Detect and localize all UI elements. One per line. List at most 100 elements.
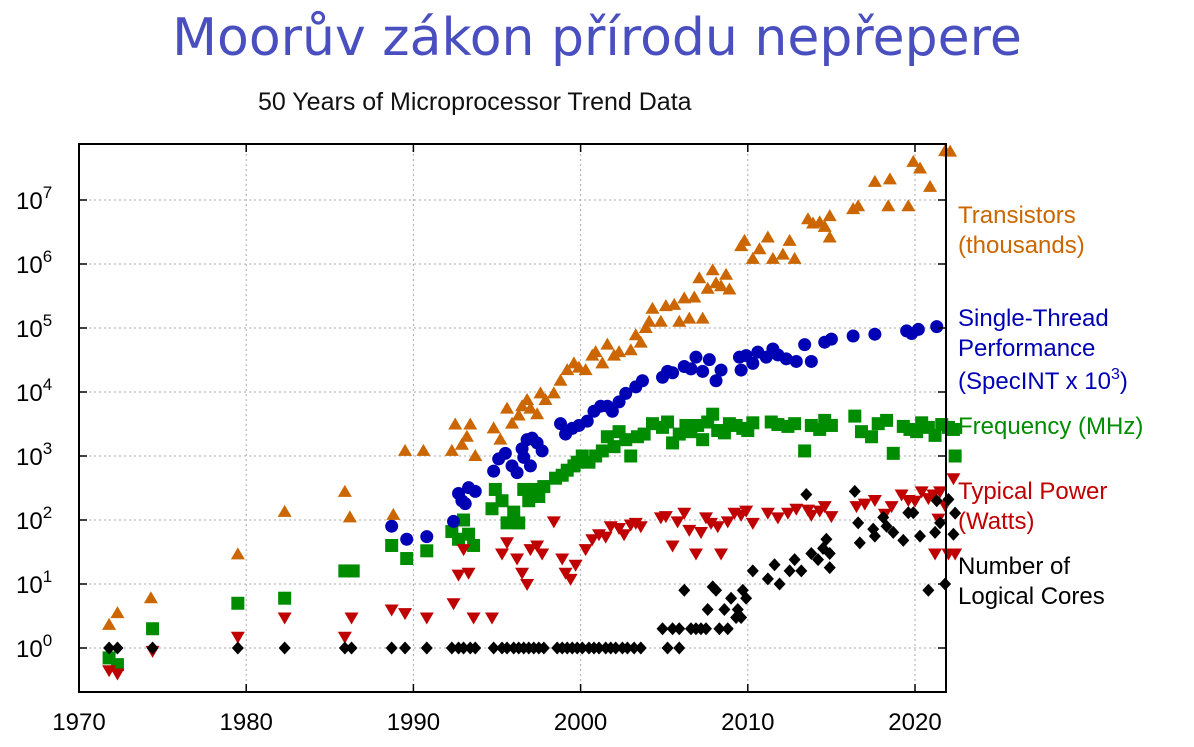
data-point [887, 525, 900, 539]
data-point [745, 251, 760, 264]
data-point [533, 386, 548, 399]
data-point [638, 321, 653, 333]
series-square [102, 407, 962, 672]
data-point [933, 486, 948, 499]
data-point [585, 534, 600, 547]
data-point [398, 443, 413, 456]
data-point [628, 641, 641, 655]
data-point [721, 622, 734, 636]
data-point [607, 440, 621, 454]
data-point [849, 501, 864, 514]
data-point [523, 459, 537, 473]
data-point [718, 602, 731, 616]
data-point [419, 612, 434, 625]
data-point [700, 281, 715, 294]
data-point [446, 598, 461, 611]
data-point [789, 354, 803, 368]
data-point [385, 641, 398, 655]
data-point [880, 413, 894, 427]
data-point [695, 311, 710, 324]
data-point [788, 417, 802, 431]
data-point [882, 172, 897, 185]
x-tick-label: 1990 [387, 709, 440, 736]
data-point [880, 519, 893, 533]
data-point [705, 263, 720, 276]
data-point [451, 569, 466, 582]
data-point [820, 532, 833, 546]
data-point [532, 489, 546, 503]
data-point [517, 482, 531, 496]
data-point [746, 416, 760, 430]
data-point [682, 311, 697, 324]
data-point [645, 301, 660, 314]
data-point [734, 363, 748, 377]
data-point [621, 641, 634, 655]
data-point [398, 608, 413, 621]
series-circle [385, 320, 944, 546]
data-point [576, 641, 589, 655]
data-point [495, 494, 509, 508]
legend-label: (thousands) [958, 232, 1085, 259]
data-point [554, 417, 568, 431]
data-point [143, 591, 158, 604]
data-point [817, 219, 832, 232]
data-point [884, 501, 899, 514]
legend-label: Transistors [958, 202, 1076, 229]
data-point [563, 573, 578, 586]
data-point [617, 529, 632, 542]
data-point [805, 546, 818, 560]
data-point [656, 622, 669, 636]
data-point [779, 352, 793, 366]
data-point [946, 473, 961, 486]
legend: Transistors (thousands) Single-Thread Perfo… [958, 202, 1143, 610]
data-point [609, 641, 622, 655]
data-point [765, 251, 780, 264]
data-point [487, 641, 500, 655]
data-point [693, 526, 708, 539]
data-point [701, 602, 714, 616]
data-point [520, 579, 535, 591]
data-point [400, 532, 414, 546]
data-point [901, 199, 916, 212]
data-point [346, 564, 360, 578]
data-point [558, 567, 573, 580]
data-point [484, 612, 499, 625]
data-point [823, 546, 836, 560]
data-point [948, 548, 963, 561]
legend-label: Performance [958, 335, 1095, 362]
legend-label: Single-Thread [958, 305, 1109, 332]
data-point [537, 480, 551, 494]
data-point [948, 449, 962, 463]
data-point [678, 583, 691, 597]
y-tick-label: 106 [16, 247, 52, 279]
data-point [775, 247, 790, 260]
data-point [486, 421, 501, 434]
data-point [645, 417, 659, 431]
data-point [345, 641, 358, 655]
data-point [619, 386, 633, 400]
data-point [817, 501, 832, 514]
data-point [780, 507, 795, 520]
data-point [752, 242, 767, 255]
data-point [337, 484, 352, 497]
axis-ticks [78, 144, 946, 692]
data-point [773, 577, 786, 591]
data-point [677, 291, 692, 304]
data-point [706, 407, 720, 421]
data-point [722, 282, 737, 295]
data-point [928, 548, 943, 561]
data-point [913, 161, 928, 174]
data-point [812, 553, 825, 567]
data-point [595, 356, 610, 369]
data-point [798, 444, 812, 458]
data-point [467, 538, 481, 552]
data-point [447, 514, 461, 528]
data-point [922, 583, 935, 597]
data-point [745, 517, 760, 530]
data-point [462, 527, 476, 541]
data-point [468, 449, 483, 461]
data-point [523, 401, 538, 414]
data-point [713, 622, 726, 636]
data-point [416, 443, 431, 456]
data-point [848, 409, 862, 423]
